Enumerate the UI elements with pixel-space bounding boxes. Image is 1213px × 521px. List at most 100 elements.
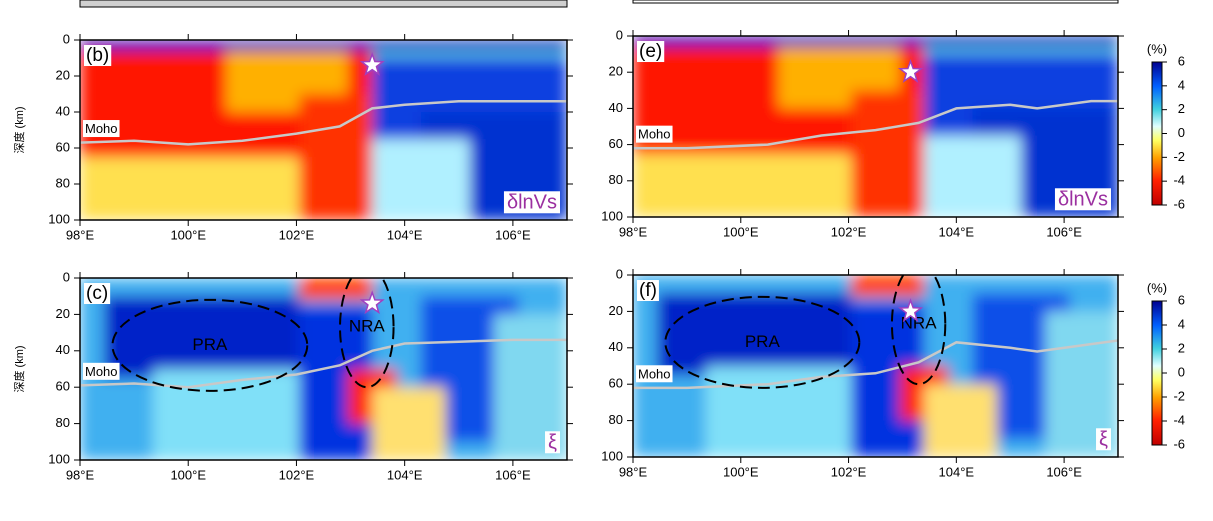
- epicenter-star: [897, 298, 924, 323]
- y-axis-label: 深度 (km): [12, 106, 26, 153]
- y-tick-label: 60: [56, 379, 70, 394]
- field-annotation: ξ: [1099, 428, 1108, 450]
- label-bg: [84, 45, 112, 67]
- x-tick-label: 106°E: [495, 227, 531, 242]
- field-annotation: δlnVs: [1058, 188, 1108, 210]
- y-axis-label: 深度 (km): [12, 345, 26, 392]
- field-patch: [80, 40, 567, 51]
- x-tick-label: 98°E: [619, 224, 648, 239]
- y-tick-label: 40: [56, 342, 70, 357]
- moho-label: Moho: [85, 364, 118, 379]
- colorbar-tick-label: -4: [1173, 173, 1185, 188]
- label-bg: [1054, 188, 1111, 211]
- plot-frame: [79, 277, 568, 461]
- field-annotation: δlnVs: [507, 191, 557, 213]
- y-tick-label: 0: [616, 266, 623, 281]
- label-bg: [636, 125, 673, 143]
- y-tick-label: 80: [56, 415, 70, 430]
- field-annotation: ξ: [548, 431, 557, 453]
- panel: Moho PRA NRA (f) ξ 98°E 100°E 102°E 104°E 106°E 0 2…: [601, 266, 1185, 479]
- y-tick-label: 80: [609, 172, 623, 187]
- label-bg: [83, 120, 120, 138]
- label-bg: [636, 365, 673, 383]
- y-tick-label: 60: [609, 376, 623, 391]
- label-bg: [503, 191, 560, 214]
- moho-line: [633, 99, 1118, 150]
- region-outline: [111, 298, 309, 392]
- y-tick-label: 80: [56, 175, 70, 190]
- x-tick-label: 100°E: [723, 224, 759, 239]
- x-tick-label: 104°E: [939, 464, 975, 479]
- colorbar-tick-label: 2: [1178, 101, 1185, 116]
- field: [633, 275, 1118, 457]
- epicenter-star: [897, 58, 924, 83]
- y-tick-label: 20: [56, 306, 70, 321]
- x-tick-label: 106°E: [495, 467, 531, 482]
- x-tick-label: 104°E: [939, 224, 975, 239]
- x-tick-label: 100°E: [723, 464, 759, 479]
- colorbar-tick-label: -2: [1173, 388, 1185, 403]
- epicenter-star: [359, 51, 385, 76]
- panel-label: (c): [86, 283, 108, 304]
- x-tick-label: 100°E: [170, 227, 206, 242]
- y-tick-label: 80: [609, 412, 623, 427]
- moho-line: [80, 99, 567, 146]
- label-bg: [1096, 428, 1112, 451]
- region-label: PRA: [192, 335, 228, 354]
- y-tick-label: 40: [609, 339, 623, 354]
- y-tick-label: 20: [609, 64, 623, 79]
- moho-line: [633, 339, 1118, 390]
- label-bg: [545, 431, 561, 454]
- colorbar-tick-label: -6: [1173, 196, 1185, 211]
- colorbar-tick-label: -4: [1173, 412, 1185, 427]
- label-bg: [84, 283, 111, 305]
- y-tick-label: 20: [56, 67, 70, 82]
- cropped-panel: [79, 0, 568, 8]
- x-tick-label: 98°E: [66, 227, 95, 242]
- colorbar: [1151, 300, 1163, 446]
- field-patch: [924, 384, 997, 457]
- field-blur: [633, 36, 1118, 217]
- colorbar: [1151, 61, 1163, 206]
- field: [80, 40, 567, 220]
- field-blur: [633, 275, 1118, 457]
- colorbar-tick-label: 4: [1178, 316, 1185, 331]
- epicenter-star: [359, 290, 385, 315]
- region-label: NRA: [349, 317, 386, 336]
- plot-frame: [632, 35, 1119, 218]
- x-tick-label: 102°E: [279, 227, 315, 242]
- region-outline: [890, 275, 947, 386]
- panel-label: (b): [86, 45, 109, 66]
- field: [80, 278, 567, 460]
- moho-label: Moho: [85, 121, 118, 136]
- y-tick-label: 100: [601, 208, 623, 223]
- x-tick-label: 106°E: [1046, 464, 1082, 479]
- colorbar-label: (%): [1147, 280, 1167, 295]
- colorbar-tick-label: 6: [1178, 53, 1185, 68]
- plot-frame: [632, 274, 1119, 458]
- region-outline: [339, 278, 395, 389]
- x-tick-label: 102°E: [831, 464, 867, 479]
- y-tick-label: 0: [63, 31, 70, 46]
- field-patch: [299, 278, 373, 300]
- x-tick-label: 100°E: [170, 467, 206, 482]
- panel-label: (e): [639, 41, 662, 62]
- field-patch: [104, 296, 300, 379]
- y-tick-label: 20: [609, 303, 623, 318]
- y-tick-label: 40: [56, 103, 70, 118]
- y-tick-label: 60: [56, 139, 70, 154]
- x-tick-label: 106°E: [1046, 224, 1082, 239]
- x-tick-label: 102°E: [831, 224, 867, 239]
- field-patch: [153, 369, 324, 460]
- field-blur: [80, 40, 567, 220]
- x-tick-label: 104°E: [387, 227, 423, 242]
- colorbar-label: (%): [1147, 41, 1167, 56]
- y-tick-label: 100: [601, 448, 623, 463]
- x-tick-label: 102°E: [279, 467, 315, 482]
- region-label: PRA: [745, 332, 781, 351]
- label-bg: [83, 362, 120, 380]
- colorbar-tick-label: 2: [1178, 340, 1185, 355]
- field-patch: [657, 293, 852, 376]
